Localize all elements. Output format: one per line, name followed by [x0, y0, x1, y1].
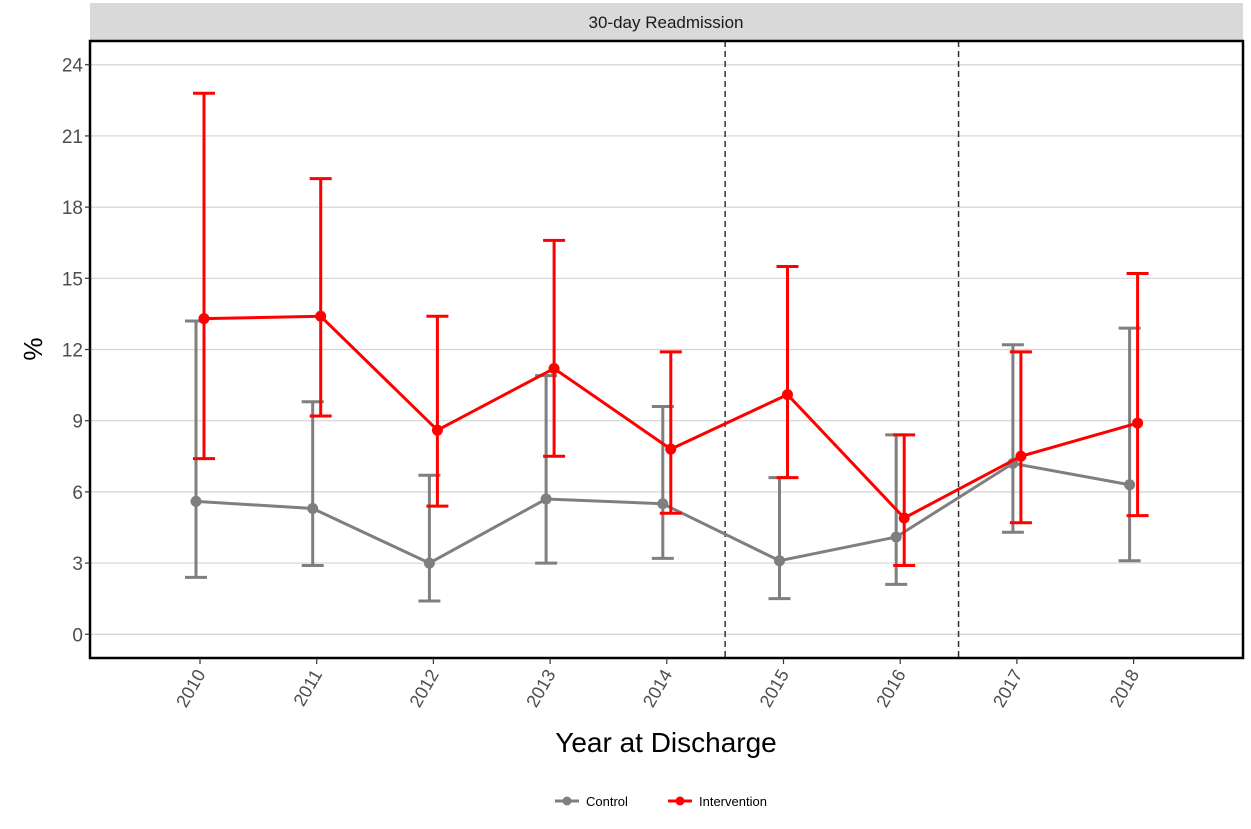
data-point	[657, 498, 669, 510]
data-point	[774, 555, 785, 567]
y-tick-label: 18	[62, 198, 83, 219]
facet-strip	[90, 3, 1243, 40]
data-point	[1015, 450, 1027, 462]
data-point	[190, 495, 202, 507]
x-tick-label: 2016	[872, 666, 909, 711]
data-point	[782, 389, 793, 401]
y-tick-label: 3	[72, 554, 83, 575]
y-tick-label: 21	[62, 127, 83, 148]
legend-marker-intervention	[675, 796, 685, 806]
vertical-reference-lines	[724, 41, 960, 658]
y-tick-label: 9	[72, 412, 83, 433]
y-tick-label: 12	[62, 341, 83, 362]
legend-label-intervention: Intervention	[699, 794, 767, 809]
legend: Control Intervention	[555, 794, 767, 809]
gridlines	[90, 64, 1243, 635]
data-point	[540, 493, 552, 505]
x-tick-label: 2017	[989, 666, 1026, 711]
data-point	[890, 531, 902, 543]
x-tick-label: 2010	[172, 666, 209, 711]
data-point	[423, 557, 435, 569]
x-axis: 2010 2011 2012 2013 2014 2015 2016 2017 2018	[172, 658, 1143, 711]
data-point	[1132, 417, 1144, 429]
legend-marker-control	[562, 796, 572, 806]
y-tick-label: 6	[72, 483, 83, 504]
x-axis-title: Year at Discharge	[555, 727, 777, 758]
data-point	[315, 310, 327, 322]
y-tick-label: 15	[62, 269, 83, 290]
x-tick-label: 2011	[289, 666, 326, 710]
data-point	[198, 313, 210, 325]
x-tick-label: 2018	[1106, 666, 1143, 711]
series-intervention	[193, 91, 1149, 567]
data-point	[548, 362, 560, 374]
facet-title: 30-day Readmission	[589, 13, 744, 32]
data-point	[431, 424, 443, 436]
y-tick-label: 0	[72, 625, 83, 646]
x-tick-label: 2014	[639, 666, 676, 711]
data-point	[665, 443, 677, 455]
y-axis-title: %	[18, 337, 48, 360]
y-tick-label: 24	[62, 56, 84, 77]
y-axis: 0 3 6 9 12 15 18 21 24	[62, 56, 90, 646]
series-control	[185, 319, 1141, 603]
data-point	[1124, 479, 1136, 491]
x-tick-label: 2013	[522, 666, 559, 711]
legend-label-control: Control	[586, 794, 628, 809]
x-tick-label: 2015	[756, 666, 793, 711]
x-tick-label: 2012	[406, 666, 443, 711]
data-point	[898, 512, 910, 524]
series	[185, 91, 1149, 603]
data-point	[307, 502, 319, 514]
